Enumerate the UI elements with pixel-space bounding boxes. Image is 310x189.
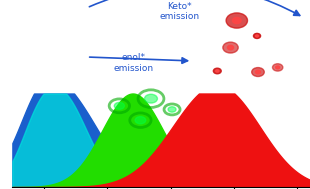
Circle shape <box>223 42 238 53</box>
Circle shape <box>232 17 241 24</box>
Text: enol*
emission: enol* emission <box>113 53 153 73</box>
Circle shape <box>216 70 219 72</box>
Circle shape <box>276 66 280 69</box>
Circle shape <box>272 64 283 71</box>
Circle shape <box>228 45 234 50</box>
Circle shape <box>114 102 124 109</box>
Circle shape <box>135 117 146 124</box>
Text: Keto*
emission: Keto* emission <box>160 2 200 22</box>
Circle shape <box>144 94 157 103</box>
Circle shape <box>256 35 259 37</box>
Circle shape <box>226 13 247 28</box>
Circle shape <box>254 33 261 38</box>
Circle shape <box>255 70 260 74</box>
Circle shape <box>168 107 176 112</box>
Circle shape <box>252 67 264 77</box>
Circle shape <box>213 68 221 74</box>
